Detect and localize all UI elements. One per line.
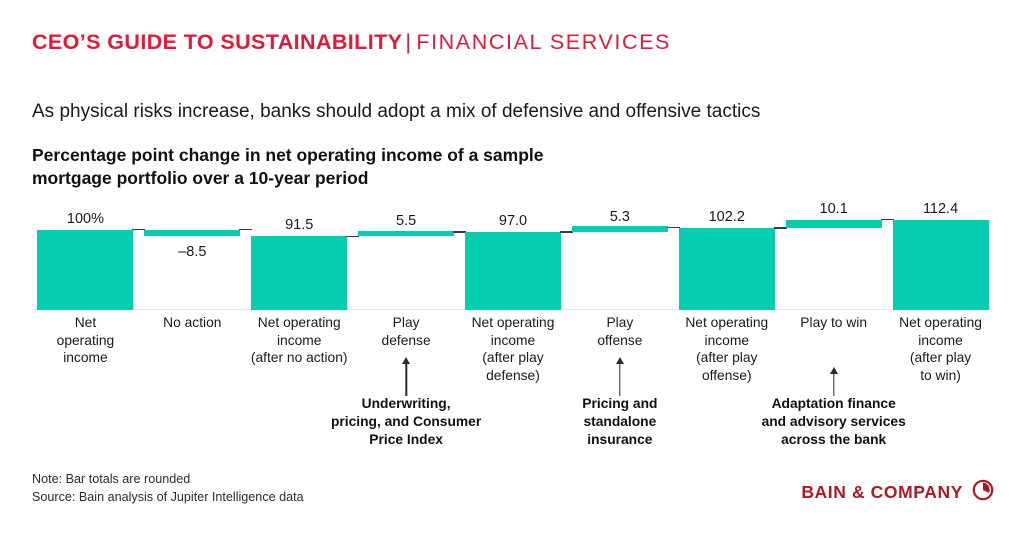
arrow-up-icon (829, 367, 838, 374)
waterfall-bar-3: 91.5 (251, 215, 360, 310)
category-label-6: Play offense (597, 315, 643, 348)
bar-rect (571, 226, 668, 232)
page-kicker: CEO’S GUIDE TO SUSTAINABILITY | FINANCIAL … (32, 30, 671, 55)
waterfall-bar-9: 112.4 (892, 201, 989, 310)
bar-value-label: 5.3 (609, 208, 630, 225)
chart-plot-area: 100% –8.5 91.5 5.5 97.0 5.3 102.2 10.1 112.4 (32, 201, 994, 310)
arrow-up-icon (402, 357, 411, 364)
bar-rect (678, 227, 775, 310)
bain-circle-mark-icon (972, 479, 994, 506)
waterfall-bar-4: 5.5 (358, 212, 467, 310)
kicker-separator: | (405, 30, 412, 54)
arrow-stem (619, 363, 621, 396)
bar-rect (465, 231, 561, 310)
bar-rect (251, 236, 348, 310)
category-label-5: Net operating income (after play defense… (471, 315, 555, 383)
connector-tick (560, 231, 573, 233)
bar-value-label: 97.0 (498, 212, 528, 229)
chart-footnotes: Note: Bar totals are rounded Source: Bai… (32, 472, 304, 505)
category-label-3: Net operating income (after no action) (250, 315, 348, 366)
arrow-stem (832, 373, 835, 396)
waterfall-bar-7: 102.2 (678, 209, 787, 310)
connector-tick (346, 235, 360, 238)
bar-value-label: 102.2 (708, 208, 745, 225)
bain-logo: BAIN & COMPANY (801, 479, 994, 506)
category-label-8: Play to win (800, 315, 868, 330)
bar-value-label: 91.5 (285, 217, 314, 234)
category-label-9: Net operating income (after play to win) (899, 315, 982, 383)
connector-tick (773, 226, 787, 229)
connector-tick (880, 218, 894, 221)
category-label-1: Net operating income (56, 315, 115, 366)
page-subtitle: As physical risks increase, banks should… (32, 101, 761, 122)
bar-rect (37, 229, 134, 310)
bar-value-label: –8.5 (178, 244, 207, 261)
category-axis: Net operating income No action Net operati… (32, 314, 994, 384)
waterfall-bar-2: –8.5 (144, 215, 253, 310)
bar-rect (358, 230, 455, 237)
connector-tick (666, 226, 680, 229)
connector-tick (239, 228, 253, 231)
kicker-light-text: FINANCIAL SERVICES (416, 30, 671, 54)
bar-value-label: 112.4 (922, 200, 959, 217)
category-label-7: Net operating income (after play offense… (685, 315, 769, 383)
connector-tick (132, 228, 146, 231)
category-label-4: Play defense (381, 315, 431, 348)
bar-rect (892, 219, 989, 310)
category-label-2: No action (163, 315, 222, 330)
kicker-bold-text: CEO’S GUIDE TO SUSTAINABILITY (32, 30, 403, 54)
chart-title: Percentage point change in net operating… (32, 145, 544, 189)
bar-value-label: 5.5 (396, 212, 417, 229)
annotation-text: Adaptation finance and advisory services… (761, 396, 906, 447)
arrow-up-icon (615, 357, 624, 364)
waterfall-bar-8: 10.1 (785, 201, 894, 310)
bar-rect (785, 219, 882, 228)
waterfall-bar-1: 100% (37, 211, 146, 310)
connector-tick (453, 231, 467, 233)
waterfall-bar-5: 97.0 (465, 212, 573, 310)
annotation-text: Underwriting, pricing, and Consumer Pric… (330, 396, 482, 447)
arrow-stem (405, 363, 407, 396)
waterfall-bar-6: 5.3 (571, 209, 680, 310)
bar-value-label: 10.1 (819, 200, 848, 217)
bar-rect (144, 229, 241, 237)
bain-logo-text: BAIN & COMPANY (801, 482, 963, 502)
annotation-text: Pricing and standalone insurance (582, 396, 658, 447)
bar-value-label: 100% (66, 210, 104, 227)
